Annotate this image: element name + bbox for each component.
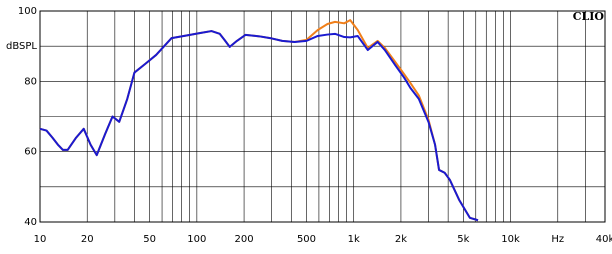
x-tick-label: 1k (348, 234, 360, 245)
x-tick-label: 100 (187, 234, 206, 245)
x-tick-label: 20 (81, 234, 94, 245)
x-tick-label: 5k (457, 234, 469, 245)
x-tick-label: 2k (395, 234, 407, 245)
y-tick-label: 40 (24, 217, 37, 228)
y-tick-label: 60 (24, 147, 37, 158)
x-tick-label: 500 (297, 234, 316, 245)
y-tick-label: 80 (24, 76, 37, 87)
plot-frame (39, 10, 606, 223)
x-tick-label: 10k (501, 234, 520, 245)
x-tick-label: 40k (596, 234, 612, 245)
x-tick-label: 10 (34, 234, 47, 245)
x-tick-label: 50 (143, 234, 156, 245)
series-line (39, 30, 479, 222)
y-tick-label: 100 (18, 6, 37, 17)
x-tick-label: Hz (551, 234, 564, 245)
x-tick-label: 200 (235, 234, 254, 245)
chart-title: CLIO (573, 10, 605, 23)
y-tick-label: dBSPL (6, 41, 37, 52)
